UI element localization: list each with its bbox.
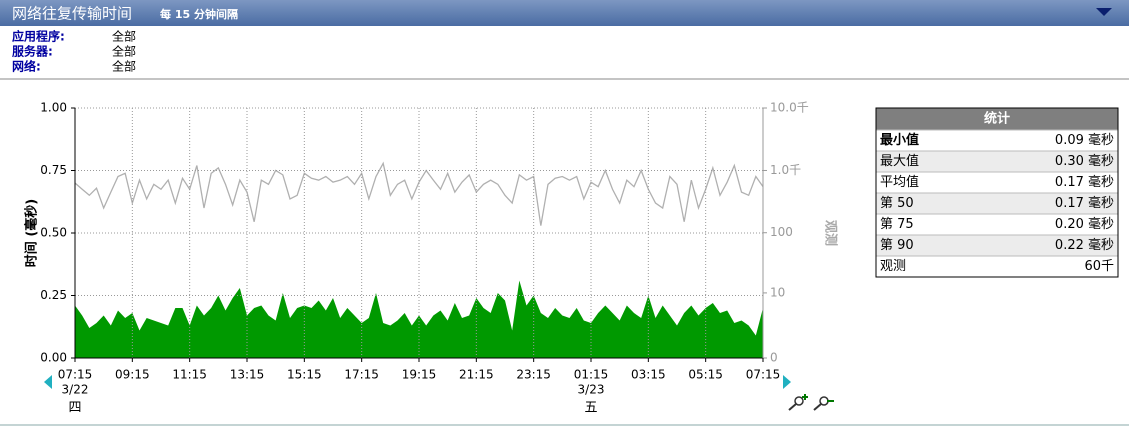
stats-label: 最大值 bbox=[880, 153, 919, 169]
stats-value: 0.20 毫秒 bbox=[1055, 216, 1114, 232]
y2-tick-label: 100 bbox=[770, 225, 793, 239]
date-label: 3/22 bbox=[62, 383, 89, 397]
filter-value: 全部 bbox=[112, 29, 136, 44]
filter-value: 全部 bbox=[112, 59, 136, 74]
x-tick-label: 19:15 bbox=[402, 368, 437, 382]
x-tick-label: 09:15 bbox=[115, 368, 150, 382]
date-label: 3/23 bbox=[578, 383, 605, 397]
y2-tick-label: 0 bbox=[770, 351, 778, 365]
stats-label: 平均值 bbox=[880, 174, 919, 190]
stats-value: 60千 bbox=[1084, 259, 1114, 274]
y-tick-label: 0.00 bbox=[40, 351, 67, 365]
x-tick-label: 01:15 bbox=[574, 368, 609, 382]
y-tick-label: 0.50 bbox=[40, 226, 67, 240]
stats-value: 0.22 毫秒 bbox=[1055, 237, 1114, 253]
stats-title: 统计 bbox=[984, 111, 1010, 127]
stats-value: 0.09 毫秒 bbox=[1055, 132, 1114, 148]
stats-label: 第 50 bbox=[880, 196, 914, 211]
filter-label: 服务器: bbox=[12, 44, 53, 59]
x-tick-label: 23:15 bbox=[516, 368, 551, 382]
x-tick-label: 11:15 bbox=[172, 368, 207, 382]
scroll-left[interactable] bbox=[44, 375, 52, 389]
header-title: 网络往复传输时间 bbox=[12, 5, 132, 23]
filter-label: 应用程序: bbox=[12, 29, 65, 44]
stats-label: 第 90 bbox=[880, 238, 914, 253]
y2-tick-label: 10 bbox=[770, 285, 785, 299]
stats-value: 0.17 毫秒 bbox=[1055, 174, 1114, 190]
x-tick-label: 21:15 bbox=[459, 368, 494, 382]
y2-tick-label: 1.0千 bbox=[770, 163, 801, 177]
scroll-right[interactable] bbox=[783, 375, 791, 389]
stats-value: 0.17 毫秒 bbox=[1055, 195, 1114, 211]
zoom-out[interactable] bbox=[813, 396, 834, 411]
x-tick-label: 07:15 bbox=[746, 368, 781, 382]
x-tick-label: 07:15 bbox=[58, 368, 93, 382]
area bbox=[75, 280, 763, 358]
weekday-label: 四 bbox=[68, 401, 81, 416]
collapse-button[interactable] bbox=[1096, 8, 1112, 16]
filter-label: 网络: bbox=[12, 59, 41, 74]
y2-axis-label: 观测 bbox=[823, 220, 839, 246]
weekday-label: 五 bbox=[584, 401, 597, 416]
y-axis-label: 时间 (毫秒) bbox=[24, 199, 40, 267]
x-tick-label: 03:15 bbox=[631, 368, 666, 382]
y-tick-label: 1.00 bbox=[40, 101, 67, 115]
y-tick-label: 0.75 bbox=[40, 163, 67, 177]
x-tick-label: 15:15 bbox=[287, 368, 322, 382]
stats-row bbox=[875, 255, 1119, 278]
header-bar bbox=[0, 0, 1129, 26]
y2-tick-label: 10.0千 bbox=[770, 101, 809, 115]
stats-label: 最小值 bbox=[880, 132, 919, 148]
y-tick-label: 0.25 bbox=[40, 288, 67, 302]
filter-value: 全部 bbox=[112, 44, 136, 59]
x-tick-label: 13:15 bbox=[230, 368, 265, 382]
stats-label: 观测 bbox=[880, 259, 906, 274]
stats-label: 第 75 bbox=[880, 217, 914, 232]
header-interval: 每 15 分钟间隔 bbox=[160, 7, 238, 21]
zoom-in[interactable] bbox=[788, 394, 808, 411]
x-tick-label: 05:15 bbox=[688, 368, 723, 382]
x-tick-label: 17:15 bbox=[344, 368, 379, 382]
stats-value: 0.30 毫秒 bbox=[1055, 153, 1114, 169]
stats-border bbox=[875, 107, 1119, 278]
